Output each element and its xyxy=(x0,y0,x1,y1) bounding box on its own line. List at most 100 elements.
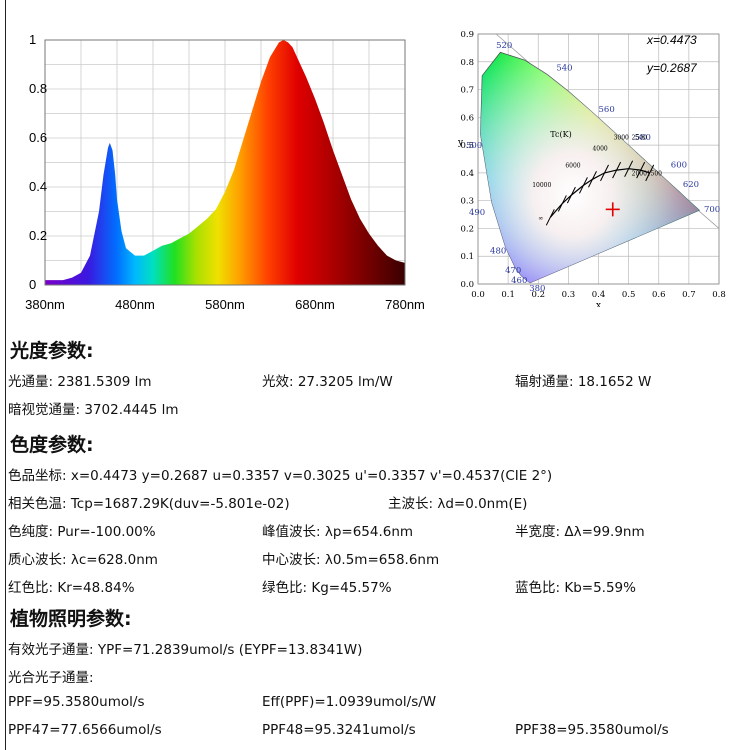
cie-wavelength-label: 520 xyxy=(496,41,512,51)
cie-x-tick-label: 0.6 xyxy=(652,290,666,300)
spectrum-y-tick-label: 1 xyxy=(29,32,36,47)
cie-x-tick-label: 0.4 xyxy=(592,290,606,300)
cie-y-annotation: y=0.2687 xyxy=(646,61,698,75)
spectrum-y-tick-label: 0.4 xyxy=(29,179,47,194)
cie-y-tick-label: 0.9 xyxy=(460,30,474,40)
tc-value-label: 1500 xyxy=(647,171,662,178)
cie-wavelength-label: 560 xyxy=(599,105,615,115)
planckian-locus xyxy=(549,168,650,218)
cie-wavelength-label: 380 xyxy=(529,284,545,294)
photometric-heading: 光度参数: xyxy=(10,340,94,362)
spectrum-y-tick-label: 0.2 xyxy=(29,228,47,243)
tc-value-label: 2500 xyxy=(632,135,647,142)
planckian-isotherm-tick xyxy=(624,160,634,177)
colorimetric-heading: 色度参数: xyxy=(10,434,94,456)
planckian-isotherm-tick xyxy=(612,161,622,179)
cie-wavelength-label: 480 xyxy=(490,247,506,257)
left-border-line xyxy=(5,0,6,750)
planckian-isotherm-tick xyxy=(636,161,646,179)
spectrum-chart: 380nm 480nm 580nm 680nm 780nm 0 0.2 0.4 0.6 0.8 1 xyxy=(25,32,425,312)
spectrum-y-tick-label: 0.6 xyxy=(29,130,47,145)
blue-ratio: 蓝色比: Kb=5.59% xyxy=(515,580,636,596)
cie-y-tick-label: 0.6 xyxy=(460,113,474,123)
scotopic-flux: 暗视觉通量: 3702.4445 lm xyxy=(8,402,179,418)
tc-value-label: ∞ xyxy=(538,215,543,222)
cie-x-tick-label: 0.3 xyxy=(562,290,576,300)
cie-wavelength-label: 500 xyxy=(466,141,482,151)
cie-y-tick-label: 0.7 xyxy=(460,86,474,96)
cie-y-tick-label: 0.4 xyxy=(460,169,474,179)
planckian-isotherm-tick xyxy=(600,164,609,182)
planckian-isotherm-tick xyxy=(557,195,567,212)
cie-x-tick-label: 0.0 xyxy=(471,290,485,300)
spectrum-x-tick-label: 580nm xyxy=(205,297,245,312)
correlated-color-temperature: 相关色温: Tcp=1687.29K(duv=-5.801e-02) xyxy=(8,496,290,512)
tc-value-label: 3000 xyxy=(614,135,629,142)
dominant-wavelength: 主波长: λd=0.0nm(E) xyxy=(388,496,528,512)
cie-y-tick-label: 0.5 xyxy=(460,141,474,151)
cie-wavelength-label: 620 xyxy=(683,180,699,190)
cie-x-tick-label: 0.1 xyxy=(501,290,515,300)
tc-value-label: 10000 xyxy=(532,182,551,189)
cie-wavelength-label: 470 xyxy=(505,266,521,276)
yield-photon-flux: 有效光子通量: YPF=71.2839umol/s (EYPF=13.8341W… xyxy=(8,642,363,658)
cie-y-tick-label: 0.1 xyxy=(460,252,474,262)
cie-wavelength-label: 600 xyxy=(671,161,687,171)
watermark-logo xyxy=(36,673,188,723)
luminous-efficacy: 光效: 27.3205 lm/W xyxy=(262,374,393,390)
tc-label: Tc(K) xyxy=(550,130,571,139)
plant-lighting-heading: 植物照明参数: xyxy=(10,608,132,630)
spectral-locus-white-shade xyxy=(480,52,700,283)
planckian-isotherm-tick xyxy=(588,171,597,188)
cie-wavelength-label: 580 xyxy=(635,133,651,143)
center-wavelength: 中心波长: λ0.5m=658.6nm xyxy=(262,552,440,568)
peak-wavelength: 峰值波长: λp=654.6nm xyxy=(262,524,414,540)
cie-x-tick-label: 0.7 xyxy=(682,290,696,300)
planckian-isotherm-tick xyxy=(566,186,576,204)
chromaticity-coordinates: 色品坐标: x=0.4473 y=0.2687 u=0.3357 v=0.302… xyxy=(8,468,553,484)
spectrum-y-tick-label: 0 xyxy=(29,277,36,292)
cie-x-tick-label: 0.8 xyxy=(712,290,726,300)
cie-plot-border xyxy=(477,33,720,285)
spectrum-x-tick-label: 780nm xyxy=(385,297,425,312)
tc-value-label: 2000 xyxy=(632,171,647,178)
cie-y-tick-label: 0.3 xyxy=(460,197,474,207)
cie-x-tick-label: 0.5 xyxy=(622,290,636,300)
ppf-value: PPF=95.3580umol/s xyxy=(8,694,145,710)
red-ratio: 红色比: Kr=48.84% xyxy=(8,580,135,596)
ppf-title: 光合光子通量: xyxy=(8,670,94,686)
planckian-isotherm-tick xyxy=(578,177,588,194)
cie-y-tick-label: 0.8 xyxy=(460,58,474,68)
cie-x-axis-label: x xyxy=(596,301,601,307)
color-purity: 色纯度: Pur=-100.00% xyxy=(8,524,156,540)
radiant-flux: 辐射通量: 18.1652 W xyxy=(515,374,652,390)
centroid-wavelength: 质心波长: λc=628.0nm xyxy=(8,552,158,568)
green-ratio: 绿色比: Kg=45.57% xyxy=(262,580,392,596)
spectrum-y-tick-label: 0.8 xyxy=(29,81,47,96)
cie-x-annotation: x=0.4473 xyxy=(646,33,697,47)
ppf47: PPF47=77.6566umol/s xyxy=(8,722,162,738)
spectrum-plot-border xyxy=(44,39,406,286)
cie-wavelength-label: 490 xyxy=(469,208,485,218)
tc-value-label: 6000 xyxy=(565,162,580,169)
cie-y-tick-label: 0.0 xyxy=(460,280,474,290)
spectrum-x-tick-label: 480nm xyxy=(115,297,155,312)
luminous-flux: 光通量: 2381.5309 lm xyxy=(8,374,152,390)
ppf38: PPF38=95.3580umol/s xyxy=(515,722,669,738)
cie-wavelength-label: 460 xyxy=(511,276,527,286)
planckian-isotherm-tick xyxy=(645,164,655,182)
tc-value-label: 4000 xyxy=(592,146,607,153)
cie-y-tick-label: 0.2 xyxy=(460,224,474,234)
cie-wavelength-label: 540 xyxy=(556,63,572,73)
cie-wavelength-label: 700 xyxy=(704,205,720,215)
spectrum-x-tick-label: 680nm xyxy=(295,297,335,312)
planckian-isotherm-tick xyxy=(545,209,555,226)
ppf-efficiency: Eff(PPF)=1.0939umol/s/W xyxy=(262,694,437,710)
cie-y-axis-label: y xyxy=(457,138,464,148)
half-width: 半宽度: Δλ=99.9nm xyxy=(515,524,645,540)
ppf48: PPF48=95.3241umol/s xyxy=(262,722,416,738)
spectrum-x-tick-label: 380nm xyxy=(25,297,65,312)
cie-chromaticity-chart: 0.0 0.1 0.2 0.3 0.4 0.5 0.6 0.7 0.8 0.0 0.1 0.2 0.3 0… xyxy=(457,30,726,307)
spectrum-area xyxy=(45,40,405,285)
cie-x-tick-label: 0.2 xyxy=(531,290,545,300)
